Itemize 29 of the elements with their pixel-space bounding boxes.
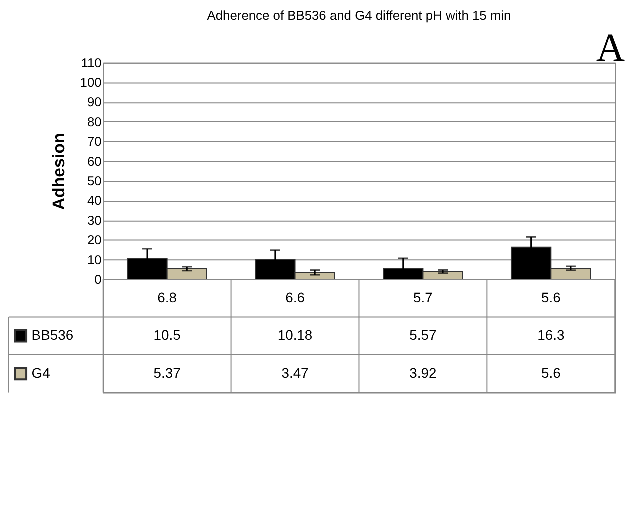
y-axis-title: Adhesion	[49, 133, 68, 210]
legend-label: G4	[32, 364, 51, 381]
data-label: 5.6	[541, 364, 562, 381]
x-tick-label: 5.7	[414, 289, 434, 306]
x-tick-label: 5.6	[541, 289, 562, 306]
y-tick-label: 40	[88, 193, 102, 208]
y-tick-label: 30	[88, 212, 102, 228]
data-label: 16.3	[538, 327, 565, 344]
data-label: 3.92	[410, 364, 437, 381]
data-label: 10.5	[154, 327, 182, 344]
legend-label: BB536	[32, 327, 74, 344]
y-tick-label: 110	[81, 55, 102, 70]
y-tick-label: 80	[88, 114, 102, 130]
y-tick-label: 60	[88, 154, 102, 169]
y-tick-label: 0	[94, 272, 102, 287]
data-label: 3.47	[282, 364, 310, 381]
data-label: 5.57	[410, 327, 437, 344]
x-tick-label: 6.8	[158, 289, 178, 306]
y-tick-label: 90	[88, 94, 102, 110]
annotation: A	[596, 26, 626, 70]
y-tick-label: 50	[88, 174, 102, 189]
chart-title: Adherence of BB536 and G4 different pH with 15 min	[207, 8, 512, 24]
x-tick-label: 6.6	[286, 289, 306, 306]
y-tick-label: 100	[80, 75, 102, 90]
y-tick-label: 20	[88, 232, 102, 248]
y-tick-label: 10	[88, 252, 102, 268]
y-tick-label: 70	[88, 134, 102, 150]
data-label: 5.37	[154, 364, 182, 381]
data-label: 10.18	[278, 327, 313, 344]
